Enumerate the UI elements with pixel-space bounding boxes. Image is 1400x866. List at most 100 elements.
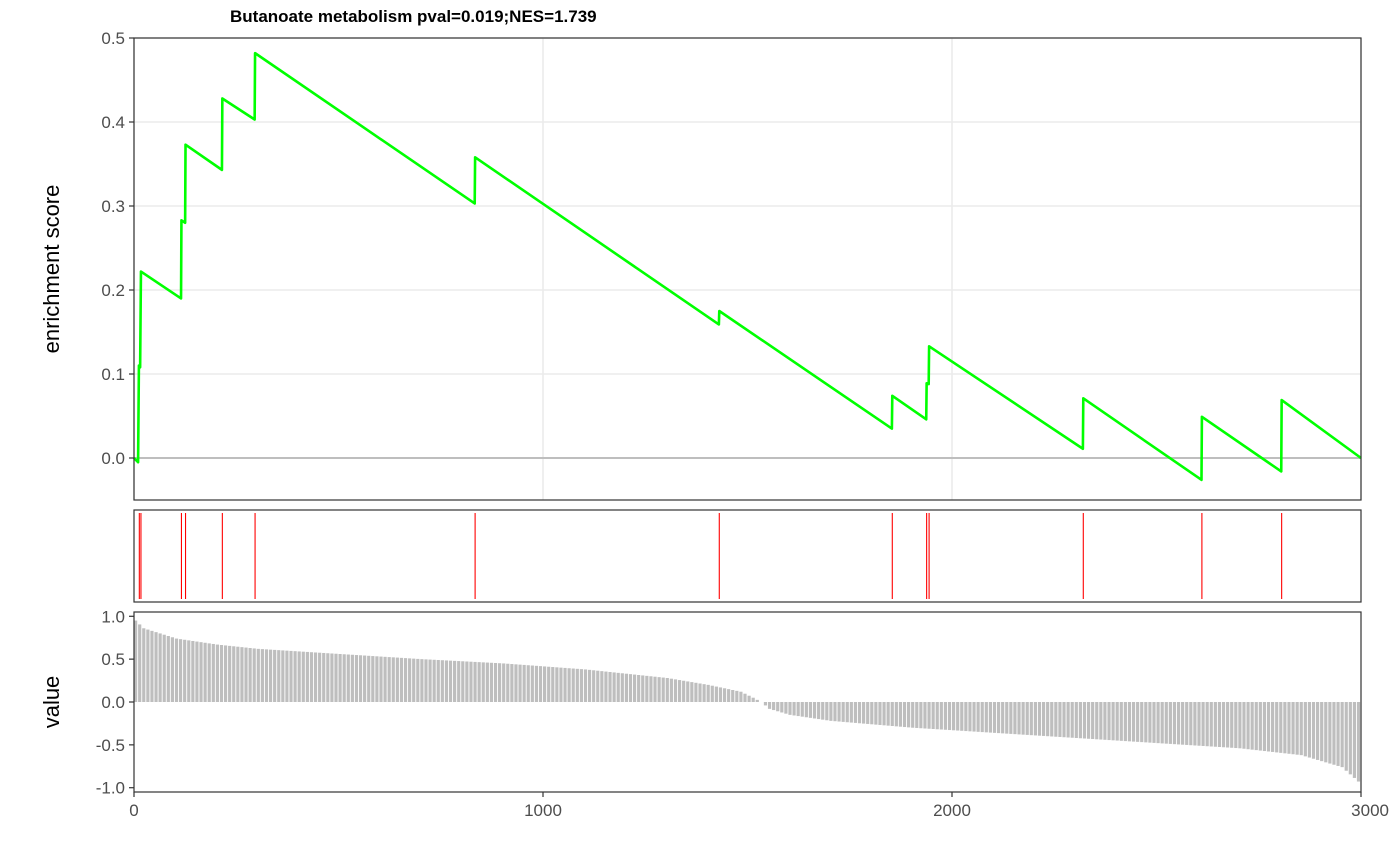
ranked-bar	[498, 663, 502, 702]
ranked-bar	[1131, 702, 1136, 742]
ranked-bar	[984, 702, 988, 733]
ranked-bar	[510, 664, 514, 702]
ranked-bar	[358, 655, 363, 702]
ranked-bar	[424, 659, 428, 702]
ranked-bar	[1299, 702, 1303, 756]
ranked-bar	[657, 677, 661, 702]
ranked-bar	[898, 702, 903, 727]
ranked-bar	[199, 642, 203, 702]
ranked-bar	[780, 702, 784, 713]
ranked-bar	[882, 702, 886, 726]
ranked-bar	[1226, 702, 1230, 748]
ranked-bar	[1275, 702, 1279, 753]
ranked-bar	[1058, 702, 1062, 737]
ranked-bar	[923, 702, 927, 729]
x-tick-label: 3000	[1351, 801, 1389, 820]
ranked-bar	[902, 702, 907, 728]
ranked-bar	[907, 702, 911, 728]
ranked-bar	[1025, 702, 1029, 735]
ranked-bar	[1221, 702, 1226, 748]
ranked-bar	[1209, 702, 1213, 747]
ranked-bar	[862, 702, 866, 724]
ranked-bar	[952, 702, 956, 731]
ranked-bar	[722, 688, 727, 702]
ranked-bar	[277, 650, 281, 702]
ranked-bar	[1316, 702, 1320, 760]
ranked-bar	[551, 667, 555, 702]
ranked-bar	[1111, 702, 1115, 741]
ranked-bar	[616, 672, 620, 702]
ranked-bar	[1279, 702, 1283, 753]
ranked-bar	[714, 686, 718, 702]
ranked-bar	[735, 690, 739, 702]
ranked-bar	[677, 680, 682, 702]
ranked-bar	[293, 651, 297, 702]
ranked-bar	[1119, 702, 1123, 741]
ranked-bar	[808, 702, 813, 718]
ranked-bar	[694, 682, 698, 702]
ranked-bar	[837, 702, 841, 722]
ranked-bar	[285, 650, 289, 702]
x-tick-label: 1000	[524, 801, 562, 820]
ranked-bar	[1328, 702, 1332, 764]
ranked-bar	[960, 702, 964, 731]
ranked-bar	[207, 643, 211, 702]
es-y-tick-label: 0.5	[101, 29, 125, 48]
ranked-bar	[919, 702, 923, 729]
ranked-bar	[800, 702, 804, 717]
ranked-bar	[522, 664, 526, 702]
ranked-bar	[232, 646, 236, 702]
ranked-bar	[178, 639, 183, 702]
ranked-bar	[1054, 702, 1058, 737]
ranked-bar	[833, 702, 837, 722]
ranked-bar	[624, 673, 628, 702]
ranked-bar	[788, 702, 792, 715]
ranked-bar	[154, 632, 158, 702]
ranked-bar	[972, 702, 976, 732]
ranked-bar	[412, 658, 416, 702]
ranked-bar	[600, 671, 604, 702]
ranked-bar	[1017, 702, 1021, 735]
ranked-bar	[326, 653, 330, 702]
ranked-bar	[1250, 702, 1254, 750]
ranked-bar	[301, 651, 305, 702]
ranked-bar	[223, 645, 228, 702]
ranked-bar	[931, 702, 935, 729]
ranked-bar	[878, 702, 882, 725]
ranked-bar	[1172, 702, 1177, 745]
ranked-bar	[874, 702, 878, 725]
ranked-bar	[849, 702, 853, 723]
ranked-bar	[1091, 702, 1095, 740]
es-y-tick-label: 0.4	[101, 113, 125, 132]
ranked-bar	[583, 669, 588, 702]
ranked-bar	[866, 702, 870, 724]
ranked-bar	[567, 668, 571, 702]
ranked-bar	[256, 648, 260, 702]
ranked-bar	[1074, 702, 1078, 738]
es-y-tick-label: 0.0	[101, 449, 125, 468]
ranked-bar	[543, 666, 547, 702]
ranked-bar	[203, 642, 207, 702]
hits-panel-border	[133, 509, 1362, 603]
ranked-bar	[1254, 702, 1258, 751]
ranked-bar	[673, 679, 678, 702]
ranked-bar	[755, 699, 759, 702]
es-y-tick-label: 0.3	[101, 197, 125, 216]
ranked-bar	[1160, 702, 1164, 744]
enrichment-y-axis-title: enrichment score	[39, 185, 64, 354]
ranked-bar	[1082, 702, 1087, 739]
ranked-bar	[727, 689, 731, 702]
ranked-bar	[489, 662, 494, 702]
ranked-bar	[731, 690, 735, 702]
ranked-bar	[322, 652, 326, 702]
enrichment-score-line	[133, 51, 1362, 482]
ranked-bar	[514, 664, 518, 702]
ranked-bar	[653, 676, 657, 702]
ranked-bar	[911, 702, 915, 728]
ranked-bar	[440, 660, 444, 702]
ranked-bar	[829, 702, 833, 721]
ranked-bar	[1213, 702, 1217, 747]
ranked-bar	[138, 624, 142, 702]
ranked-bar	[1086, 702, 1091, 739]
